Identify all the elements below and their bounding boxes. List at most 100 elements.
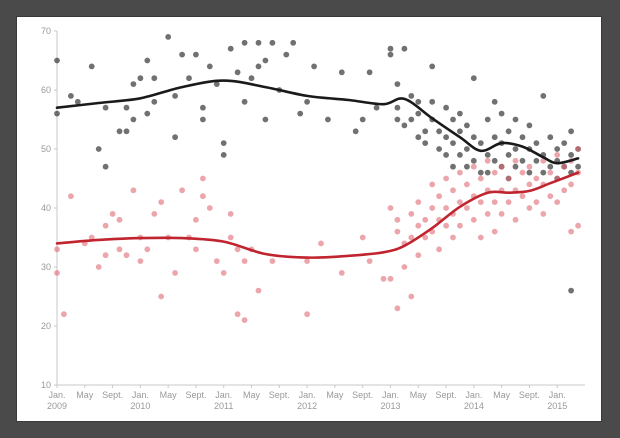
data-point [241,317,248,323]
data-point [269,39,276,46]
data-point [526,169,533,176]
data-point [88,63,95,70]
data-point [304,311,310,318]
data-point [443,175,449,182]
data-point [366,258,373,264]
data-point [491,157,498,164]
x-tick-label: Jan. [382,390,399,400]
data-point [318,240,324,247]
data-point [325,116,331,123]
data-point [519,169,526,176]
data-point [526,181,533,188]
data-point [102,104,109,111]
data-point [109,211,116,217]
data-point [206,63,213,70]
data-point [68,93,74,99]
data-point [422,140,429,146]
data-point [54,246,60,253]
data-point [498,163,505,170]
data-point [234,311,241,318]
data-point [213,258,220,264]
data-point [498,110,505,117]
data-point [561,187,568,194]
y-tick-label: 70 [41,26,51,36]
data-point [450,116,456,123]
data-point [443,205,449,211]
data-point [401,122,408,129]
data-point [373,104,380,111]
y-tick-label: 10 [41,380,51,390]
data-point [304,258,310,264]
data-point [338,69,345,76]
y-tick-label: 50 [41,144,51,154]
data-point [408,116,415,123]
data-point [540,211,547,217]
data-point [575,222,581,229]
x-tick-label: Sept. [519,390,540,400]
x-tick-label: May [76,390,94,400]
data-point [568,228,574,235]
data-point [144,246,151,253]
y-tick-label: 30 [41,262,51,272]
data-point [269,258,276,264]
data-point [540,93,547,99]
data-point [116,128,123,135]
data-point [311,63,317,70]
data-point [401,264,408,270]
data-point [54,57,60,64]
data-point [151,98,158,105]
data-point [408,293,415,300]
data-point [519,157,526,164]
data-point [415,199,422,206]
data-point [568,287,574,294]
data-point [172,93,179,99]
data-point [429,98,436,105]
data-point [491,228,498,235]
data-point [88,234,95,241]
data-point [297,110,304,117]
data-point [526,205,533,211]
x-tick-year-label: 2014 [464,401,484,411]
x-tick-year-label: 2010 [130,401,150,411]
data-point [179,51,186,58]
data-point [443,152,449,158]
data-point [464,146,470,152]
data-point [457,222,463,229]
data-point [477,175,484,182]
data-point [408,234,415,241]
data-point [123,252,130,259]
data-point [186,75,192,82]
data-point [394,228,401,235]
x-tick-label: Sept. [352,390,373,400]
data-point [533,199,540,206]
data-point [575,163,581,170]
data-point [443,134,449,141]
x-tick-year-label: 2013 [380,401,400,411]
data-point [144,57,151,64]
x-tick-label: Sept. [185,390,206,400]
data-point [554,146,561,152]
data-point [220,270,227,276]
data-point [394,216,401,223]
data-point [262,57,269,64]
data-point [387,51,394,58]
trend-line [55,79,580,165]
data-point [408,93,415,99]
data-point [408,211,415,217]
x-tick-label: Jan. [549,390,566,400]
data-point [457,110,463,117]
data-point [179,187,186,194]
data-point [415,134,422,141]
data-point [422,216,429,223]
y-tick-label: 40 [41,203,51,213]
data-point [123,128,130,135]
data-point [220,152,227,158]
data-point [380,275,387,282]
data-point [241,98,248,105]
data-point [116,246,123,253]
data-point [151,211,158,217]
data-point [283,51,290,58]
data-point [193,246,199,253]
data-point [220,140,227,146]
